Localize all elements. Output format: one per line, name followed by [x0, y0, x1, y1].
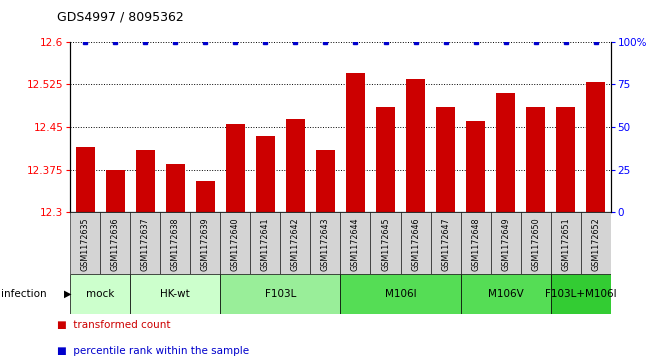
- Bar: [376, 107, 395, 363]
- Bar: [316, 150, 335, 363]
- Bar: [370, 212, 400, 274]
- Bar: [496, 93, 516, 363]
- Bar: [70, 274, 130, 314]
- Text: mock: mock: [86, 289, 115, 299]
- Bar: [346, 73, 365, 363]
- Text: ▶: ▶: [64, 289, 72, 299]
- Bar: [460, 274, 551, 314]
- Bar: [340, 274, 460, 314]
- Bar: [436, 107, 455, 363]
- Bar: [521, 212, 551, 274]
- Text: infection: infection: [1, 289, 46, 299]
- Text: M106V: M106V: [488, 289, 523, 299]
- Bar: [190, 212, 221, 274]
- Bar: [430, 212, 460, 274]
- Bar: [581, 212, 611, 274]
- Bar: [526, 107, 546, 363]
- Text: F103L+M106I: F103L+M106I: [545, 289, 616, 299]
- Bar: [340, 212, 370, 274]
- Text: GSM1172642: GSM1172642: [291, 217, 300, 271]
- Bar: [400, 212, 430, 274]
- Bar: [70, 212, 100, 274]
- Bar: [130, 274, 221, 314]
- Text: GSM1172647: GSM1172647: [441, 217, 450, 271]
- Bar: [251, 212, 281, 274]
- Text: HK-wt: HK-wt: [161, 289, 190, 299]
- Bar: [105, 170, 125, 363]
- Text: F103L: F103L: [265, 289, 296, 299]
- Bar: [130, 212, 160, 274]
- Bar: [226, 124, 245, 363]
- Text: M106I: M106I: [385, 289, 417, 299]
- Text: GSM1172646: GSM1172646: [411, 217, 420, 271]
- Text: ■  percentile rank within the sample: ■ percentile rank within the sample: [57, 346, 249, 356]
- Bar: [221, 274, 340, 314]
- Bar: [556, 107, 575, 363]
- Bar: [460, 212, 491, 274]
- Text: GSM1172635: GSM1172635: [81, 217, 90, 271]
- Bar: [311, 212, 340, 274]
- Text: GSM1172650: GSM1172650: [531, 217, 540, 271]
- Text: GSM1172643: GSM1172643: [321, 217, 330, 271]
- Text: GSM1172639: GSM1172639: [201, 217, 210, 271]
- Text: GSM1172652: GSM1172652: [591, 217, 600, 271]
- Text: GSM1172644: GSM1172644: [351, 217, 360, 271]
- Bar: [76, 147, 95, 363]
- Bar: [100, 212, 130, 274]
- Text: GSM1172640: GSM1172640: [231, 217, 240, 271]
- Bar: [491, 212, 521, 274]
- Bar: [551, 274, 611, 314]
- Text: ■  transformed count: ■ transformed count: [57, 320, 171, 330]
- Bar: [406, 79, 425, 363]
- Bar: [160, 212, 190, 274]
- Text: GDS4997 / 8095362: GDS4997 / 8095362: [57, 11, 184, 24]
- Bar: [221, 212, 251, 274]
- Bar: [256, 135, 275, 363]
- Text: GSM1172636: GSM1172636: [111, 217, 120, 271]
- Text: GSM1172638: GSM1172638: [171, 217, 180, 271]
- Bar: [466, 121, 485, 363]
- Text: GSM1172641: GSM1172641: [261, 217, 270, 271]
- Bar: [165, 164, 185, 363]
- Text: GSM1172648: GSM1172648: [471, 217, 480, 271]
- Bar: [281, 212, 311, 274]
- Text: GSM1172637: GSM1172637: [141, 217, 150, 271]
- Bar: [551, 212, 581, 274]
- Bar: [586, 82, 605, 363]
- Bar: [196, 181, 215, 363]
- Bar: [286, 118, 305, 363]
- Bar: [135, 150, 155, 363]
- Text: GSM1172651: GSM1172651: [561, 217, 570, 271]
- Text: GSM1172649: GSM1172649: [501, 217, 510, 271]
- Text: GSM1172645: GSM1172645: [381, 217, 390, 271]
